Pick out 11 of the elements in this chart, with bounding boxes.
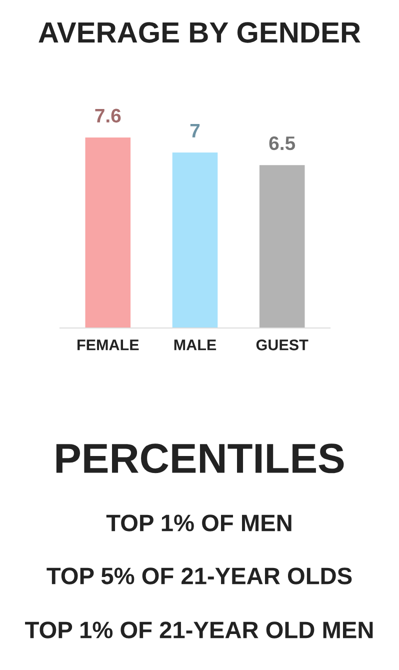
- x-tick-label: FEMALE: [78, 340, 139, 350]
- text: TOP 5% OF 21-YEAR OLDS: [46, 568, 352, 584]
- data-label: 6.5: [269, 136, 296, 150]
- x-tick-label: GUEST: [256, 340, 308, 350]
- data-label: 7.6: [95, 108, 121, 123]
- text: TOP 1% OF 21-YEAR OLD MEN: [25, 622, 373, 638]
- chart-title: AVERAGE BY GENDER: [38, 22, 360, 43]
- text: PERCENTILES: [56, 444, 344, 474]
- data-label: 7: [190, 124, 200, 138]
- text: TOP 1% OF MEN: [106, 514, 292, 532]
- x-tick-label: MALE: [174, 340, 216, 350]
